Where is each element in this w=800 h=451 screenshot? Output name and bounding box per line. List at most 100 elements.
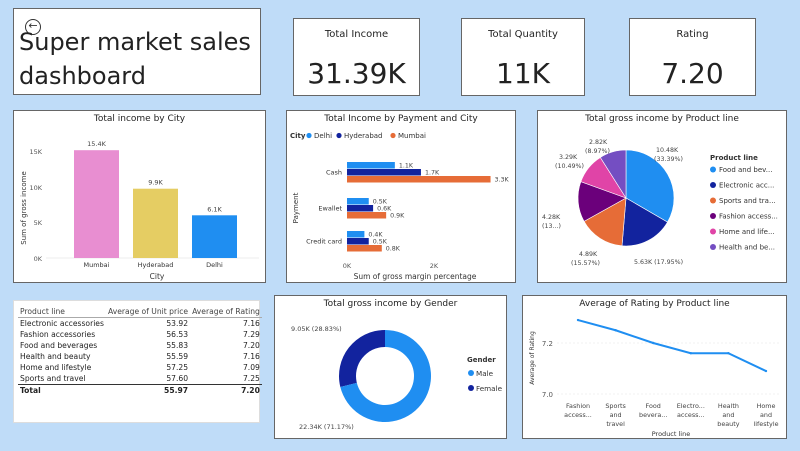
product-line-pie-chart[interactable]: Total gross income by Product line 10.48… — [537, 110, 787, 283]
table-row[interactable]: Health and beauty 55.59 7.16 — [18, 351, 262, 362]
line-point[interactable] — [764, 369, 768, 373]
payment-income-chart[interactable]: Total Income by Payment and City City De… — [286, 110, 516, 283]
product-pie-svg: 10.48K (33.39%) 5.63K (17.95%) 4.89K (15… — [542, 139, 778, 267]
donut-label-male: 22.34K (71.17%) — [299, 423, 354, 431]
payment-bar-svg: City Delhi Hyderabad Mumbai Payment 0K 2… — [290, 132, 510, 281]
y-tick-label: 7.0 — [542, 391, 553, 399]
bar-credit-card-hyderabad[interactable] — [347, 238, 369, 245]
chart-title: Average of Rating by Product line — [579, 299, 730, 309]
pie-label-fashion: 4.28K — [542, 214, 561, 221]
table-row[interactable]: Home and lifestyle 57.25 7.09 — [18, 362, 262, 373]
pie-slice-sports-and-travel[interactable] — [583, 197, 627, 247]
pie-label-electronic: 5.63K (17.95%) — [634, 259, 683, 266]
kpi-rating: Rating 7.20 — [629, 18, 756, 96]
line-point[interactable] — [614, 329, 617, 332]
bar-credit-card-mumbai[interactable] — [347, 245, 382, 252]
rating-line-chart[interactable]: Average of Rating by Product line Averag… — [522, 295, 787, 439]
chart-title: Total income by City — [93, 114, 186, 124]
y-axis-label: Sum of gross income — [20, 171, 28, 245]
donut-slices — [339, 330, 431, 422]
pie-slice-food-and-beverages[interactable] — [625, 149, 675, 223]
col-header-product-line[interactable]: Product line — [20, 307, 65, 316]
legend-item[interactable]: Sports and tra... — [719, 197, 776, 205]
x-tick-label: Home — [757, 402, 776, 410]
bar-ewallet-delhi[interactable] — [347, 198, 369, 205]
bar-data-label: 1.1K — [399, 163, 414, 170]
pie-slice-health-and-beauty[interactable] — [599, 149, 627, 200]
bar-ewallet-mumbai[interactable] — [347, 212, 387, 219]
back-arrow-icon[interactable]: ← — [25, 19, 41, 35]
bar-data-label: 15.4K — [87, 140, 106, 148]
pie-label-health: 2.82K — [589, 139, 608, 146]
table-row[interactable]: Electronic accessories 53.92 7.16 — [18, 318, 262, 330]
pie-label-home: 3.29K — [559, 154, 578, 161]
legend-dot-hyderabad — [336, 132, 342, 139]
legend-item[interactable]: Fashion access... — [719, 213, 778, 221]
donut-slice-female[interactable] — [339, 330, 385, 387]
y-tick-label: 10K — [29, 184, 42, 192]
cell-product-line: Electronic accessories — [20, 319, 104, 328]
bar-cash-hyderabad[interactable] — [347, 169, 421, 176]
y-tick-label: 7.2 — [542, 340, 553, 348]
city-income-chart[interactable]: Total income by City Sum of gross income… — [13, 110, 266, 283]
y-tick-label: Credit card — [306, 238, 342, 246]
bar-ewallet-hyderabad[interactable] — [347, 205, 374, 212]
donut-label-female: 9.05K (28.83%) — [291, 325, 342, 333]
bar-cash-mumbai[interactable] — [347, 176, 491, 183]
cell-product-line: Health and beauty — [20, 352, 91, 361]
legend-hyderabad[interactable]: Hyderabad — [344, 132, 383, 140]
bar-hyderabad[interactable] — [133, 188, 178, 258]
x-axis-label: Sum of gross margin percentage — [354, 272, 477, 281]
legend-item[interactable]: Food and bev... — [719, 166, 772, 174]
chart-title: Total gross income by Gender — [323, 299, 458, 309]
x-tick-label: bevera... — [639, 411, 667, 419]
bar-data-label: 0.9K — [390, 213, 405, 220]
legend-item[interactable]: Electronic acc... — [719, 182, 774, 190]
legend-dot — [710, 182, 716, 188]
line-point[interactable] — [727, 352, 730, 355]
table-row[interactable]: Fashion accessories 56.53 7.29 — [18, 329, 262, 340]
legend-title: Gender — [467, 356, 496, 364]
pie-label-food-pct: (33.39%) — [654, 156, 683, 163]
bar-cash-delhi[interactable] — [347, 162, 395, 169]
pie-slices — [577, 149, 675, 247]
x-tick-label: 0K — [343, 262, 352, 270]
y-tick-label: Ewallet — [318, 205, 342, 213]
line-point[interactable] — [576, 318, 580, 322]
legend-dot-male — [468, 370, 474, 376]
donut-slice-male[interactable] — [340, 330, 431, 422]
table-row[interactable]: Food and beverages 55.83 7.20 — [18, 340, 262, 351]
legend-item[interactable]: Health and be... — [719, 244, 775, 252]
rating-line[interactable] — [577, 319, 767, 372]
col-header-unit-price[interactable]: Average of Unit price — [107, 307, 189, 316]
kpi-value: 31.39K — [307, 57, 406, 90]
line-point[interactable] — [652, 341, 655, 345]
x-tick-label: and — [610, 411, 622, 419]
bar-data-label: 9.9K — [148, 179, 163, 187]
legend-delhi[interactable]: Delhi — [314, 132, 332, 140]
kpi-value: 7.20 — [661, 57, 724, 90]
legend-dot-female — [468, 385, 474, 391]
legend-male[interactable]: Male — [476, 369, 494, 378]
cell-product-line: Food and beverages — [20, 341, 98, 350]
line-series: Fashionaccess...SportsandtravelFoodbever… — [557, 318, 781, 428]
y-tick-label: 15K — [29, 148, 42, 156]
legend-female[interactable]: Female — [476, 384, 503, 393]
line-point[interactable] — [689, 352, 692, 355]
pie-slice-electronic-accessories[interactable] — [621, 197, 668, 247]
x-tick-label: travel — [606, 420, 625, 428]
bar-data-label: 0.5K — [373, 199, 388, 206]
cell-product-line: Sports and travel — [20, 374, 86, 383]
gender-donut-chart[interactable]: Total gross income by Gender 9.05K (28.8… — [274, 295, 507, 439]
pie-label-home-pct: (10.49%) — [555, 163, 584, 170]
bar-credit-card-delhi[interactable] — [347, 231, 365, 238]
bar-delhi[interactable] — [192, 215, 237, 258]
table-row[interactable]: Sports and travel 57.60 7.25 — [18, 373, 262, 385]
x-tick-label: Hyderabad — [138, 261, 174, 269]
bar-data-label: 0.4K — [368, 232, 383, 239]
col-header-rating[interactable]: Average of Rating — [192, 307, 260, 316]
legend-mumbai[interactable]: Mumbai — [398, 132, 426, 140]
legend-item[interactable]: Home and life... — [719, 228, 775, 236]
cell-rating: 7.16 — [242, 352, 260, 361]
bar-mumbai[interactable] — [74, 150, 119, 258]
